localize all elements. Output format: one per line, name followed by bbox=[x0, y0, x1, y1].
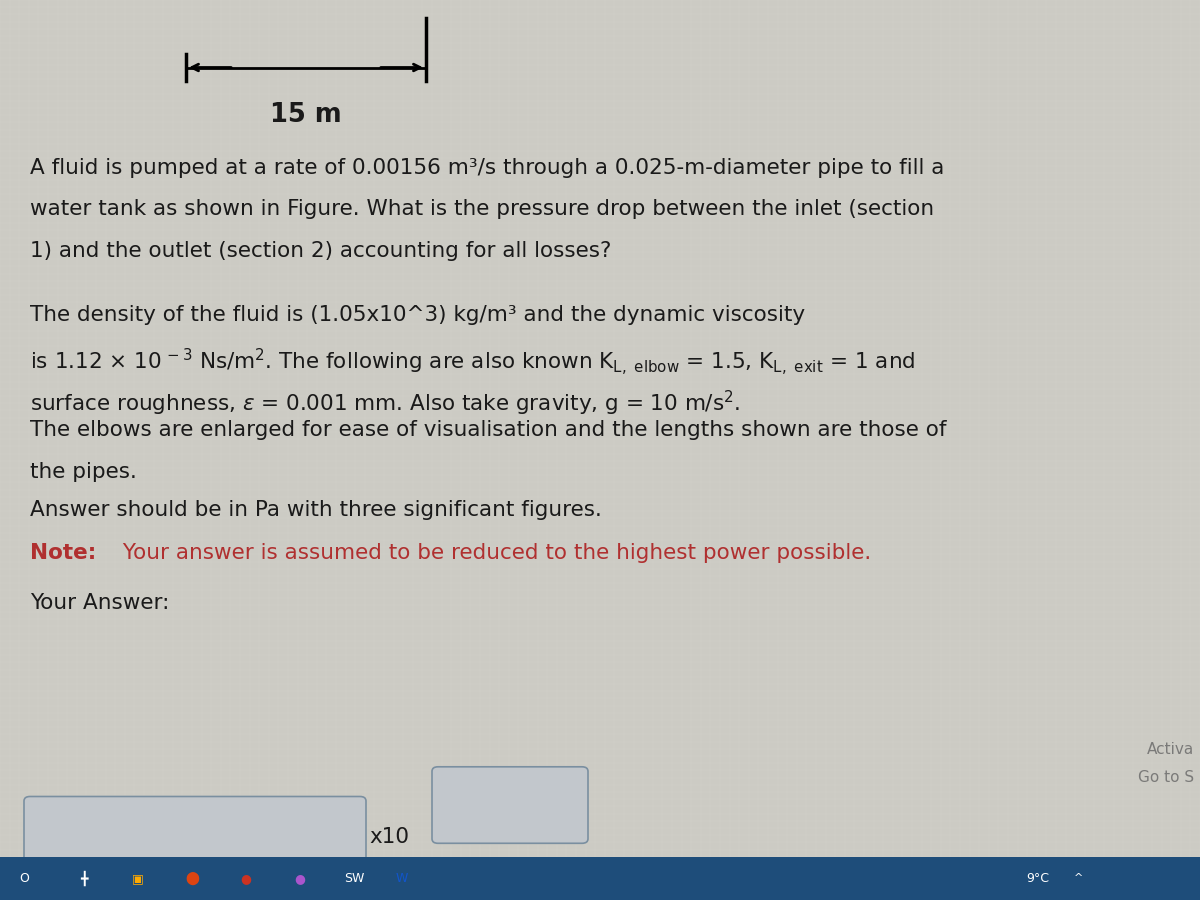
Text: water tank as shown in Figure. What is the pressure drop between the inlet (sect: water tank as shown in Figure. What is t… bbox=[30, 199, 934, 220]
Text: O: O bbox=[19, 872, 29, 885]
Text: A fluid is pumped at a rate of 0.00156 m³/s through a 0.025-m-diameter pipe to f: A fluid is pumped at a rate of 0.00156 m… bbox=[30, 158, 944, 177]
Text: Your answer is assumed to be reduced to the highest power possible.: Your answer is assumed to be reduced to … bbox=[116, 543, 871, 563]
Text: is 1.12 $\times$ 10$^{\,-3}$ Ns/m$^{2}$. The following are also known K$_{\mathr: is 1.12 $\times$ 10$^{\,-3}$ Ns/m$^{2}$.… bbox=[30, 347, 916, 378]
Text: W: W bbox=[396, 872, 408, 885]
Text: The elbows are enlarged for ease of visualisation and the lengths shown are thos: The elbows are enlarged for ease of visu… bbox=[30, 420, 947, 440]
Text: surface roughness, $\varepsilon$ = 0.001 mm. Also take gravity, g = 10 m/s$^{2}$: surface roughness, $\varepsilon$ = 0.001… bbox=[30, 389, 740, 418]
FancyBboxPatch shape bbox=[432, 767, 588, 843]
Text: Go to S: Go to S bbox=[1138, 770, 1194, 785]
Text: SW: SW bbox=[344, 872, 364, 885]
Text: Answer should be in Pa with three significant figures.: Answer should be in Pa with three signif… bbox=[30, 500, 602, 520]
Text: Your Answer:: Your Answer: bbox=[30, 592, 169, 613]
Text: ▣: ▣ bbox=[132, 872, 144, 885]
Bar bbox=[0, 857, 1200, 900]
Text: 9°C: 9°C bbox=[1026, 872, 1049, 885]
Text: x10: x10 bbox=[370, 827, 409, 847]
Text: Note:: Note: bbox=[30, 543, 96, 563]
Text: ⬤: ⬤ bbox=[185, 872, 199, 885]
Text: Activa: Activa bbox=[1147, 742, 1194, 758]
Text: ●: ● bbox=[294, 872, 306, 885]
Text: ╋: ╋ bbox=[80, 870, 88, 886]
Text: ●: ● bbox=[240, 872, 252, 885]
Text: 1) and the outlet (section 2) accounting for all losses?: 1) and the outlet (section 2) accounting… bbox=[30, 241, 611, 261]
Text: 15 m: 15 m bbox=[270, 102, 342, 128]
FancyBboxPatch shape bbox=[24, 796, 366, 861]
Text: The density of the fluid is (1.05x10^3) kg/m³ and the dynamic viscosity: The density of the fluid is (1.05x10^3) … bbox=[30, 305, 805, 325]
Text: ^: ^ bbox=[1074, 873, 1084, 884]
Text: the pipes.: the pipes. bbox=[30, 462, 137, 482]
